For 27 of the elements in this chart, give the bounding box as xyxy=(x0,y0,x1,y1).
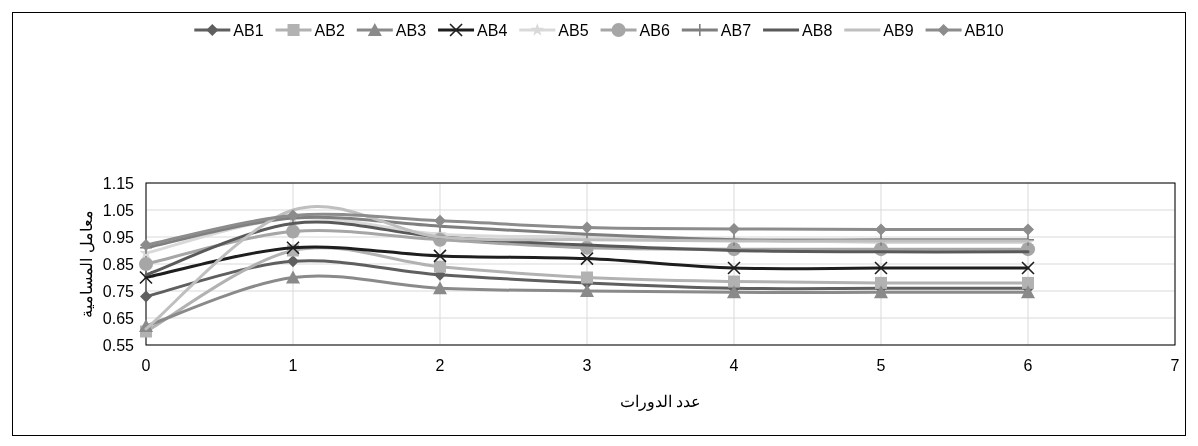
y-tick-label: 0.75 xyxy=(102,283,135,300)
x-tick-label: 1 xyxy=(288,357,298,374)
y-tick-label: 0.65 xyxy=(102,310,135,327)
x-axis-title: عدد الدورات xyxy=(619,393,702,411)
y-tick-label: 0.85 xyxy=(102,256,135,273)
legend-label: AB1 xyxy=(233,22,264,39)
legend-label: AB9 xyxy=(883,22,914,39)
y-axis-title: معامل المسامية xyxy=(78,210,95,318)
x-tick-label: 0 xyxy=(141,357,151,374)
legend-label: AB7 xyxy=(720,22,752,39)
x-tick-label: 6 xyxy=(1023,357,1033,374)
y-tick-label: 0.95 xyxy=(102,229,135,246)
y-tick-label: 0.55 xyxy=(102,337,135,354)
legend-label: AB6 xyxy=(639,22,670,39)
legend-label: AB8 xyxy=(802,22,833,39)
legend-label: AB5 xyxy=(558,22,589,39)
x-tick-label: 4 xyxy=(729,357,739,374)
x-tick-label: 3 xyxy=(582,357,592,374)
legend-label: AB2 xyxy=(314,22,345,39)
y-tick-label: 1.05 xyxy=(102,202,135,219)
legend-label: AB4 xyxy=(477,22,508,39)
legend-label: AB3 xyxy=(395,22,427,39)
legend-label: AB10 xyxy=(964,22,1004,39)
x-tick-label: 5 xyxy=(876,357,886,374)
x-tick-label: 2 xyxy=(435,357,445,374)
x-tick-label: 7 xyxy=(1170,357,1180,374)
y-tick-label: 1.15 xyxy=(102,175,135,192)
